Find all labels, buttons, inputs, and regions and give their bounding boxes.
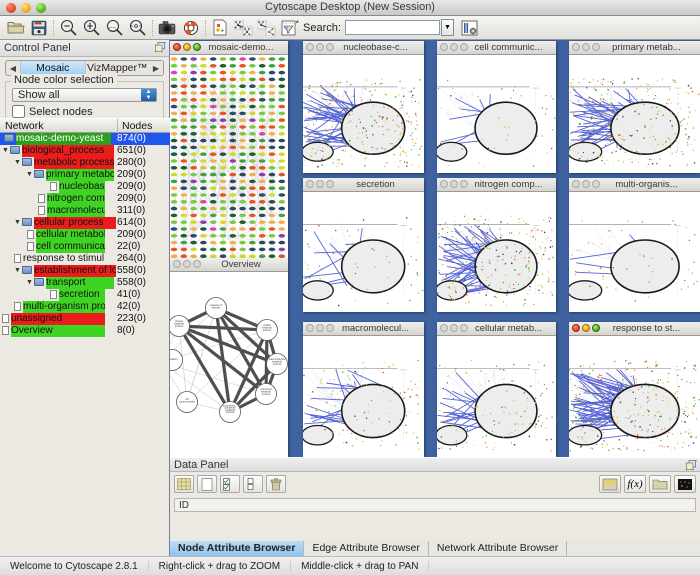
svg-text:translation: translation	[170, 358, 178, 361]
svg-text:communication: communication	[179, 400, 196, 403]
svg-text:stimulus: stimulus	[212, 306, 222, 309]
svg-text:process: process	[263, 329, 272, 332]
svg-text:process: process	[262, 393, 271, 396]
svg-text:process: process	[175, 325, 184, 328]
svg-text:process: process	[226, 411, 235, 414]
svg-text:process: process	[273, 363, 282, 366]
